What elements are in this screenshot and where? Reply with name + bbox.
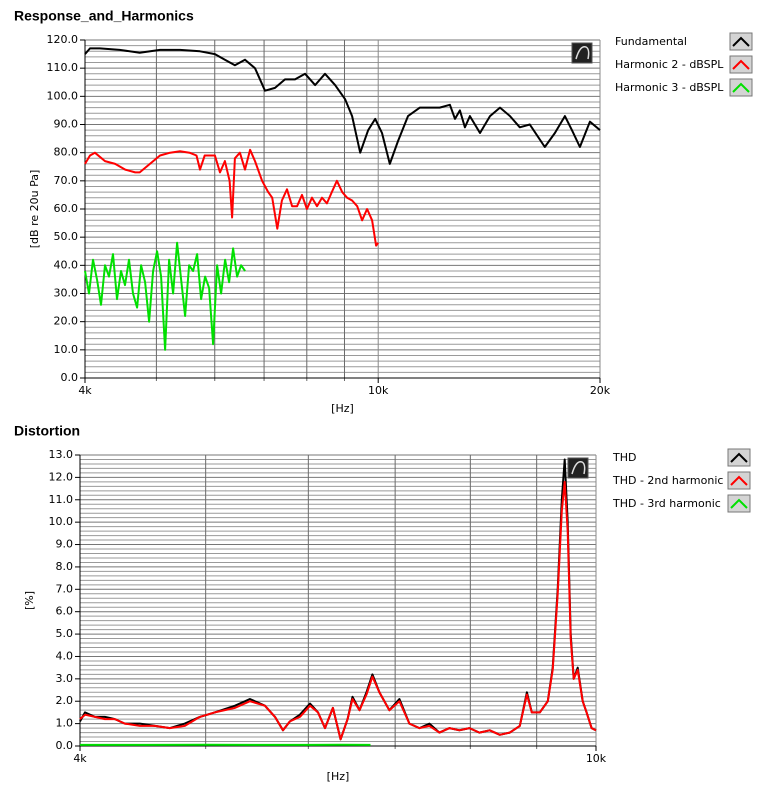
y-tick-label: 8.0: [56, 560, 74, 573]
series-line: [84, 47, 601, 165]
y-tick-label: 3.0: [56, 672, 74, 685]
plot-tool-icon-glyph: [575, 46, 590, 60]
x-tick-label: 4k: [78, 384, 92, 397]
y-tick-label: 120.0: [47, 33, 79, 46]
y-tick-label: 12.0: [49, 470, 74, 483]
legend-swatch: [730, 475, 748, 486]
y-tick-label: 1.0: [56, 717, 74, 730]
chart-title: Distortion: [14, 423, 80, 439]
y-tick-label: 11.0: [49, 493, 74, 506]
y-tick-label: 6.0: [56, 605, 74, 618]
legend-icon: [727, 448, 751, 467]
x-tick-label: 10k: [586, 752, 607, 765]
y-tick-label: 110.0: [47, 61, 79, 74]
y-axis-label: [%]: [23, 591, 36, 610]
y-tick-label: 60.0: [54, 202, 79, 215]
series-line: [84, 241, 246, 351]
y-tick-label: 90.0: [54, 118, 79, 131]
plot-tool-icon-glyph: [571, 461, 586, 475]
legend-label: Harmonic 2 - dBSPL: [615, 58, 724, 71]
y-tick-label: 30.0: [54, 287, 79, 300]
legend-label: Harmonic 3 - dBSPL: [615, 81, 724, 94]
y-tick-label: 5.0: [56, 627, 74, 640]
y-axis-label: [dB re 20u Pa]: [28, 170, 41, 249]
legend-swatch: [730, 452, 748, 463]
y-tick-label: 40.0: [54, 258, 79, 271]
legend-label: THD - 2nd harmonic: [612, 474, 723, 487]
legend-icon: [729, 32, 753, 51]
y-tick-label: 0.0: [61, 371, 79, 384]
legend-label: THD - 3rd harmonic: [612, 497, 721, 510]
y-tick-label: 80.0: [54, 146, 79, 159]
y-tick-label: 100.0: [47, 89, 79, 102]
x-axis-label: [Hz]: [331, 402, 354, 415]
x-tick-label: 10k: [368, 384, 389, 397]
y-tick-label: 9.0: [56, 538, 74, 551]
y-tick-label: 7.0: [56, 582, 74, 595]
legend-swatch: [732, 59, 750, 70]
x-tick-label: 4k: [73, 752, 87, 765]
legend-icon: [729, 78, 753, 97]
plot-tool-icon: [567, 457, 589, 479]
y-tick-label: 10.0: [54, 343, 79, 356]
y-tick-label: 2.0: [56, 694, 74, 707]
plot-area: [80, 455, 596, 746]
chart-title: Response_and_Harmonics: [14, 8, 194, 24]
y-tick-label: 0.0: [56, 739, 74, 752]
series-line: [79, 480, 597, 741]
legend-swatch: [732, 82, 750, 93]
legend-label: Fundamental: [615, 35, 687, 48]
series-line: [84, 148, 379, 247]
x-tick-label: 20k: [590, 384, 611, 397]
legend-icon: [727, 494, 751, 513]
y-tick-label: 13.0: [49, 448, 74, 461]
legend-label: THD: [612, 451, 636, 464]
y-tick-label: 70.0: [54, 174, 79, 187]
y-tick-label: 20.0: [54, 315, 79, 328]
y-tick-label: 4.0: [56, 649, 74, 662]
y-tick-label: 50.0: [54, 230, 79, 243]
legend-icon: [727, 471, 751, 490]
plot-tool-icon: [571, 42, 593, 64]
legend-icon: [729, 55, 753, 74]
legend-swatch: [732, 36, 750, 47]
legend-swatch: [730, 498, 748, 509]
y-tick-label: 10.0: [49, 515, 74, 528]
x-axis-label: [Hz]: [327, 770, 350, 783]
